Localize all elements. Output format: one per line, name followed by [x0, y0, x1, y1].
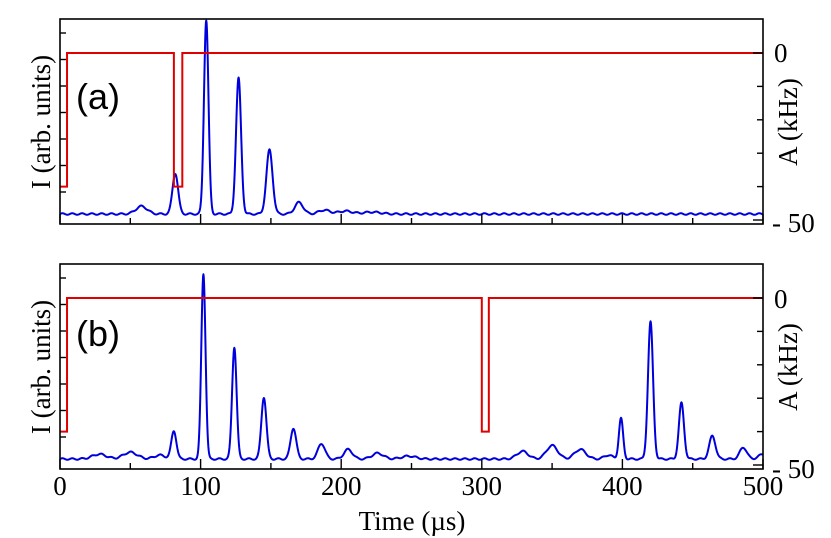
x-axis-label: Time (µs) [359, 506, 466, 536]
panel-b-right-tick-label-minus50: - 50 [772, 454, 815, 484]
panel-b-x-tick-labels: 0 100 200 300 400 500 [53, 471, 783, 501]
x-tick-label: 300 [462, 471, 503, 501]
panel-a-y-right-label: A (kHz) [773, 78, 803, 166]
panel-a-plot-area [59, 19, 764, 216]
panel-b-plot-area [59, 273, 764, 461]
panel-a: (a) I (arb. units) A (kHz) 0 - 50 [26, 18, 815, 238]
panel-b-y-right-label: A (kHz) [773, 323, 803, 411]
amplitude-trace [60, 297, 763, 433]
panel-a-label: (a) [76, 76, 120, 117]
panel-a-ticks [59, 32, 764, 224]
amplitude-trace [60, 52, 763, 188]
x-tick-label: 0 [53, 471, 67, 501]
panel-b-right-tick-label-0: 0 [774, 284, 788, 314]
panel-b-ticks [59, 277, 764, 469]
x-tick-label: 100 [180, 471, 221, 501]
panel-b-label: (b) [76, 313, 120, 354]
panel-a-right-tick-label-0: 0 [774, 38, 788, 68]
panel-b-y-left-label: I (arb. units) [26, 300, 56, 434]
panel-a-y-left-label: I (arb. units) [26, 55, 56, 189]
x-tick-label: 500 [743, 471, 784, 501]
panel-a-frame [59, 18, 764, 225]
x-tick-label: 400 [602, 471, 643, 501]
panel-b: (b) I (arb. units) A (kHz) 0 100 200 300 400… [26, 263, 815, 536]
panel-b-frame [59, 263, 764, 470]
x-tick-label: 200 [321, 471, 362, 501]
intensity-trace [59, 273, 764, 461]
intensity-trace [59, 19, 764, 216]
panel-a-right-tick-label-minus50: - 50 [772, 208, 815, 238]
